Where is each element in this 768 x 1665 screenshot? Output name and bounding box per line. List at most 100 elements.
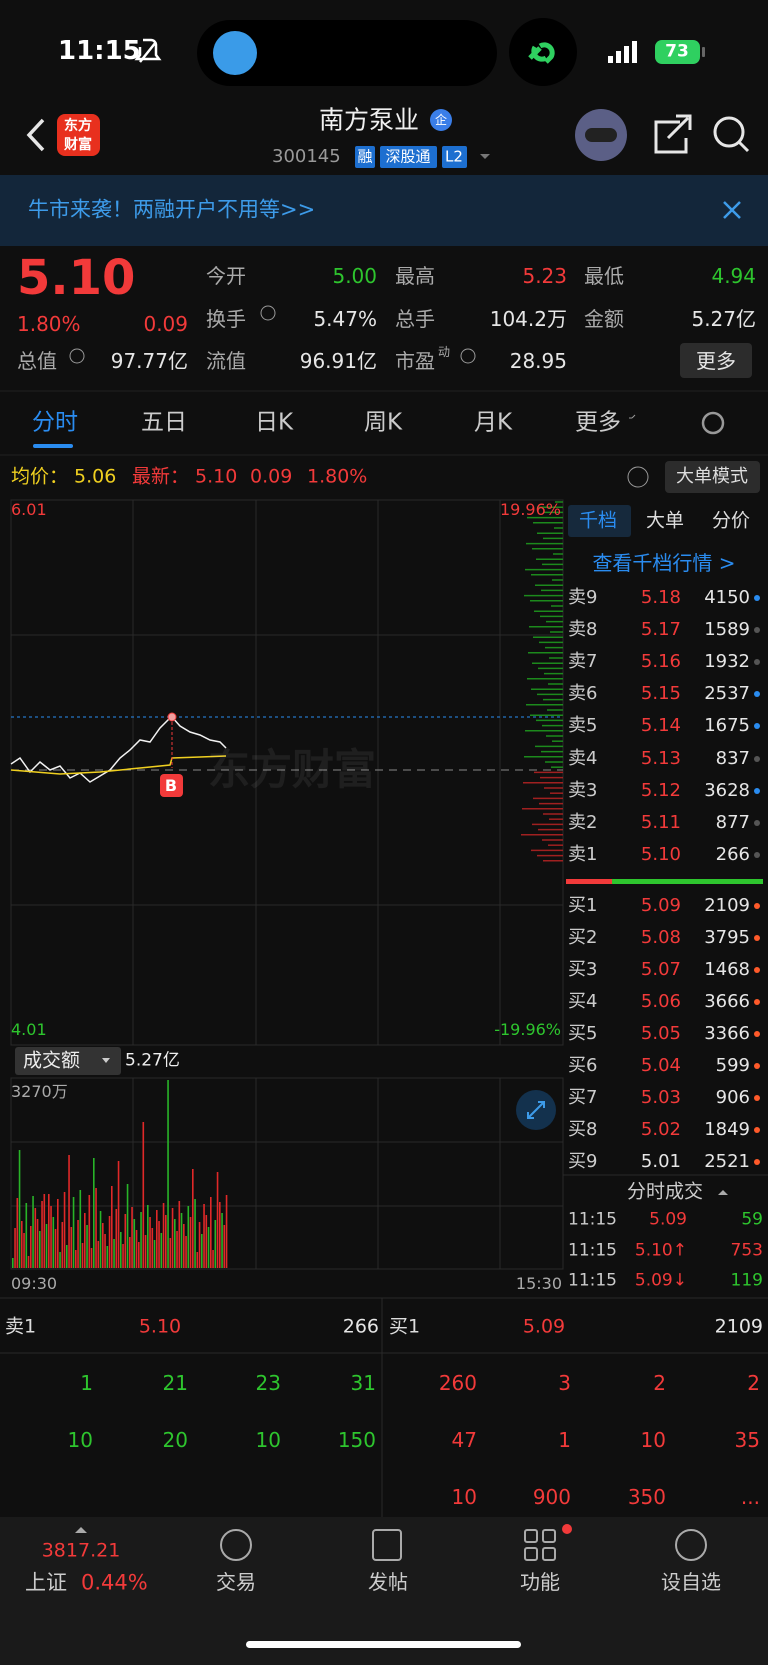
tab[interactable]: 分时 xyxy=(32,409,78,436)
nav-item[interactable]: 设自选 xyxy=(661,1570,721,1594)
level: 买3 xyxy=(568,959,598,980)
price: 5.16 xyxy=(640,651,681,673)
avg-label: 均价： xyxy=(11,465,69,488)
dot xyxy=(754,851,760,858)
volume-bar xyxy=(32,1196,34,1268)
volume-bar xyxy=(140,1212,142,1268)
help-icon[interactable] xyxy=(627,466,649,488)
volume-bar xyxy=(129,1237,131,1268)
price: 5.08 xyxy=(640,927,681,948)
volume-bar xyxy=(108,1216,111,1268)
caret xyxy=(480,154,490,159)
tab[interactable]: 日K xyxy=(254,409,294,436)
volume-bar xyxy=(27,1256,30,1268)
volume-bar xyxy=(95,1188,97,1268)
nav-item[interactable]: 发帖 xyxy=(368,1570,408,1594)
tab[interactable]: 五日 xyxy=(141,409,187,436)
field-label: 总手 xyxy=(395,307,435,331)
expand-icon xyxy=(527,1101,545,1119)
nav-item[interactable]: 功能 xyxy=(520,1570,560,1594)
volume: 266 xyxy=(342,1315,379,1338)
last-value: 5.10 xyxy=(195,465,238,488)
trade-icon[interactable] xyxy=(220,1529,252,1561)
dot xyxy=(754,659,760,666)
dot xyxy=(754,1159,760,1165)
link-icon xyxy=(528,42,555,64)
logo xyxy=(57,114,100,156)
tab[interactable]: 更多 xyxy=(575,409,621,436)
volume: 4150 xyxy=(704,587,750,608)
volume: 599 xyxy=(715,1055,750,1076)
volume-bar xyxy=(176,1231,178,1268)
dot xyxy=(754,1095,760,1101)
book-tab[interactable]: 千档 xyxy=(578,509,618,532)
volume-bar xyxy=(131,1207,133,1268)
info-icon[interactable] xyxy=(260,305,276,321)
mode-button[interactable] xyxy=(665,461,760,493)
trade-time: 11:15 xyxy=(568,1240,617,1260)
ask-order: 10 xyxy=(67,1428,93,1452)
volume-bar xyxy=(113,1239,115,1268)
change-amount: 0.09 xyxy=(143,312,188,336)
level: 买7 xyxy=(568,1087,598,1108)
tag-bg xyxy=(355,146,375,168)
book-tab[interactable]: 分价 xyxy=(711,509,751,532)
volume-bar xyxy=(165,1215,167,1268)
trade-time: 11:15 xyxy=(568,1209,617,1230)
more-button[interactable]: 更多 xyxy=(696,349,736,373)
volume-bar xyxy=(156,1210,158,1268)
tab[interactable]: 月K xyxy=(473,409,513,436)
field-label: 今开 xyxy=(206,264,246,288)
battery-tip xyxy=(702,47,705,57)
last-label: 最新： xyxy=(132,465,190,488)
volume: 266 xyxy=(715,843,750,865)
field-label: 金额 xyxy=(584,307,624,331)
price: 5.10 xyxy=(138,1315,182,1338)
nav-item[interactable]: 交易 xyxy=(216,1570,256,1594)
book-tab[interactable]: 大单 xyxy=(645,509,685,532)
tab[interactable]: 周K xyxy=(363,409,403,436)
back-button[interactable] xyxy=(26,118,45,152)
price: 5.13 xyxy=(640,747,681,769)
post-icon[interactable] xyxy=(372,1529,402,1561)
field-value: 5.23 xyxy=(522,264,567,288)
trade-price: 5.09 xyxy=(649,1209,687,1230)
volume: 2537 xyxy=(704,683,750,705)
search-icon[interactable] xyxy=(713,116,745,148)
volume-bar xyxy=(106,1246,109,1268)
functions-icon[interactable] xyxy=(524,1529,556,1561)
volume-bar xyxy=(115,1209,118,1268)
close-banner[interactable] xyxy=(723,201,741,219)
volume-bar xyxy=(52,1217,55,1268)
volume-bar xyxy=(194,1199,196,1268)
volume: 1675 xyxy=(704,715,750,737)
info-icon[interactable] xyxy=(460,348,476,364)
more-caret xyxy=(629,414,636,419)
watchlist-icon[interactable] xyxy=(675,1529,707,1561)
trade-time: 11:15 xyxy=(568,1270,617,1291)
bid-order: 47 xyxy=(451,1428,477,1452)
banner-text[interactable]: 牛市来袭！两融开户不用等>> xyxy=(28,197,316,222)
depth-link[interactable]: 查看千档行情 > xyxy=(592,551,736,575)
info-icon[interactable] xyxy=(69,348,85,364)
mode-button[interactable]: 大单模式 xyxy=(676,466,748,487)
change-percent: 1.80% xyxy=(17,312,81,336)
dot xyxy=(754,1031,760,1037)
bid-order: 10 xyxy=(451,1485,477,1509)
settings-icon[interactable] xyxy=(701,411,725,435)
stock-code: 300145 xyxy=(272,146,341,167)
level: 卖3 xyxy=(568,779,598,801)
volume: 1932 xyxy=(704,651,750,673)
share-icon[interactable] xyxy=(654,114,692,154)
trade-volume: 59 xyxy=(741,1209,763,1230)
more-button[interactable] xyxy=(680,343,752,378)
volume-bar xyxy=(25,1203,28,1268)
volume-selector[interactable] xyxy=(15,1047,121,1075)
field-value: 96.91亿 xyxy=(299,349,377,373)
volume-bar xyxy=(70,1227,73,1268)
volume-bar xyxy=(122,1244,124,1268)
stock-name: 南方泵业 xyxy=(318,105,420,135)
change-value: 0.09 xyxy=(250,465,293,488)
bid-order: 350 xyxy=(627,1485,666,1509)
